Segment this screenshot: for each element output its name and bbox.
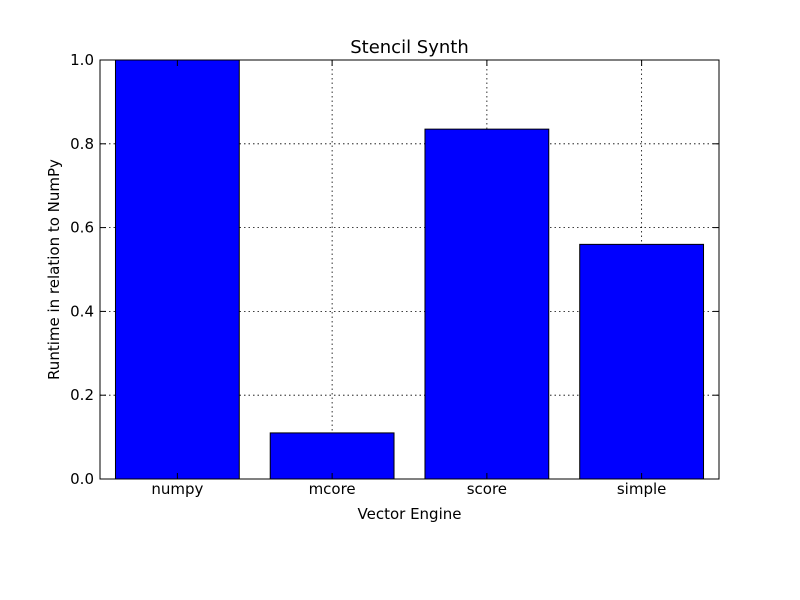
- x-tick-label-score: score: [467, 480, 507, 498]
- y-axis-label: Runtime in relation to NumPy: [45, 159, 63, 380]
- y-tick-label-5: 1.0: [70, 51, 94, 69]
- x-axis-label: Vector Engine: [358, 505, 462, 523]
- y-tick-label-1: 0.2: [70, 386, 94, 404]
- y-tick-label-3: 0.6: [70, 219, 94, 237]
- x-tick-label-simple: simple: [617, 480, 667, 498]
- x-tick-label-numpy: numpy: [151, 480, 203, 498]
- bar-numpy: [114, 59, 240, 480]
- y-tick-label-0: 0.0: [70, 470, 94, 488]
- bar-simple: [579, 243, 705, 480]
- tick-layer: 0.0 0.2 0.4 0.6 0.8 1.0 numpy mcore score simple: [70, 51, 719, 498]
- y-tick-label-2: 0.4: [70, 302, 94, 320]
- bar-score: [424, 128, 550, 480]
- bar-layer: [114, 59, 705, 480]
- y-tick-label-4: 0.8: [70, 135, 94, 153]
- plot-frame: [99, 59, 720, 480]
- x-tick-label-mcore: mcore: [309, 480, 356, 498]
- bar-mcore: [269, 432, 395, 480]
- chart-title: Stencil Synth: [350, 37, 469, 58]
